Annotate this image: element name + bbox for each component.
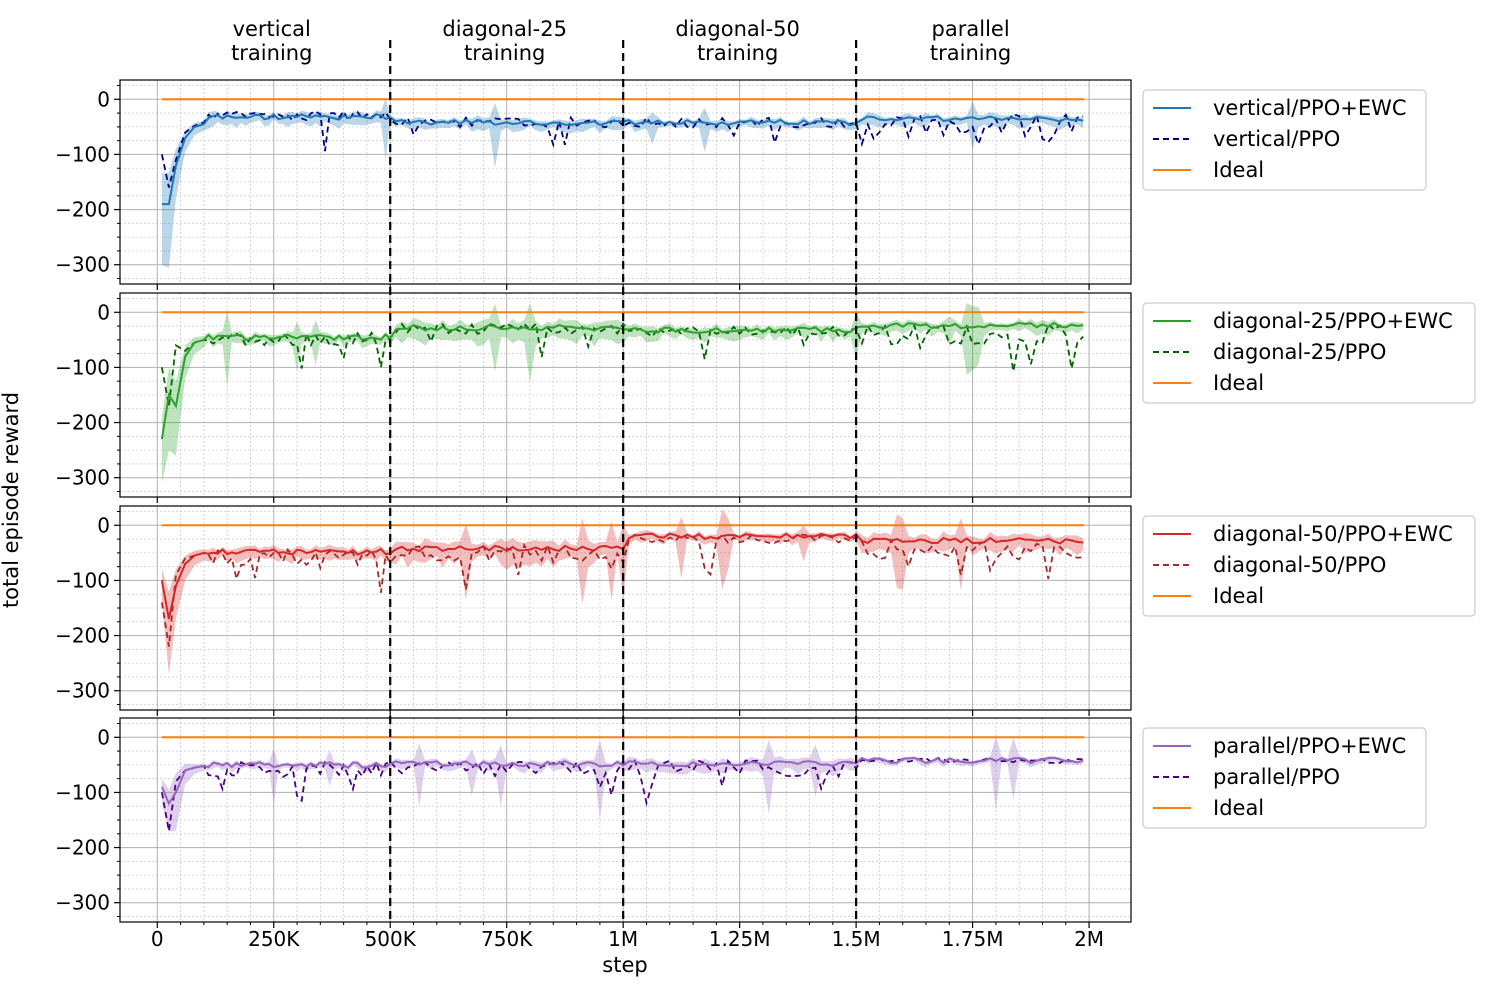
phase-label-line2: training	[930, 41, 1011, 65]
legend-label: diagonal-25/PPO+EWC	[1213, 309, 1453, 333]
y-tick-label: −200	[55, 624, 110, 648]
phase-labels: verticaltrainingdiagonal-25trainingdiago…	[231, 17, 1011, 65]
legend-parallel: parallel/PPO+EWC parallel/PPO Ideal	[1142, 727, 1427, 829]
y-tick-label: −200	[55, 198, 110, 222]
series-ppo-line	[161, 109, 1084, 188]
panel-diagonal-50: 0 −100 −200 −300	[55, 505, 1132, 716]
legend-box	[1142, 302, 1476, 404]
phase-boundaries	[389, 40, 858, 922]
legend-label: Ideal	[1213, 158, 1264, 182]
legend-label: parallel/PPO	[1213, 765, 1340, 789]
legend-diagonal-25: diagonal-25/PPO+EWC diagonal-25/PPO Ideal	[1142, 302, 1476, 404]
x-tick-label: 1M	[608, 927, 638, 951]
legend-label: Ideal	[1213, 584, 1264, 608]
y-axis: 0 −100 −200 −300	[55, 298, 120, 492]
phase-label-line2: training	[464, 41, 545, 65]
panels: 0−100−200−3000−100−200−3000−100−200−3000…	[55, 79, 1132, 928]
legend-box	[1142, 515, 1476, 617]
phase-label-line1: diagonal-25	[442, 17, 567, 41]
x-tick-label: 250K	[248, 927, 300, 951]
legend-label: Ideal	[1213, 796, 1264, 820]
plot-area	[160, 736, 1085, 832]
x-axis-title: step	[602, 953, 647, 977]
legend-label: diagonal-50/PPO	[1213, 553, 1386, 577]
minor-grid	[120, 506, 1131, 710]
y-tick-label: 0	[97, 513, 110, 537]
y-tick-label: −300	[55, 466, 110, 490]
legend-label: vertical/PPO	[1213, 127, 1340, 151]
panel-parallel: 0 −100 −200 −300	[55, 717, 1132, 928]
legend-box	[1142, 727, 1427, 829]
y-tick-label: −100	[55, 355, 110, 379]
legend-vertical: vertical/PPO+EWC vertical/PPO Ideal	[1142, 89, 1427, 191]
legend-box	[1142, 89, 1427, 191]
series-ewc-band	[161, 736, 1084, 831]
phase-label-line1: diagonal-50	[675, 17, 800, 41]
phase-label-line2: training	[231, 41, 312, 65]
y-tick-label: −100	[55, 142, 110, 166]
legend-diagonal-50: diagonal-50/PPO+EWC diagonal-50/PPO Ideal	[1142, 515, 1476, 617]
minor-grid	[120, 80, 1131, 284]
y-axis-title: total episode reward	[0, 392, 23, 608]
series-ewc-line	[160, 756, 1084, 806]
series-ppo-line	[161, 756, 1084, 832]
series-ewc-line	[160, 532, 1084, 620]
y-tick-label: −200	[55, 836, 110, 860]
x-tick-label: 1.25M	[709, 927, 771, 951]
legend-label: parallel/PPO+EWC	[1213, 734, 1406, 758]
series-ewc-line	[160, 321, 1084, 440]
legends: vertical/PPO+EWCvertical/PPOIdealdiagona…	[1142, 89, 1476, 829]
y-tick-label: −300	[55, 891, 110, 915]
y-tick-label: 0	[97, 725, 110, 749]
x-tick-label: 1.75M	[942, 927, 1004, 951]
y-axis: 0 −100 −200 −300	[55, 723, 120, 917]
y-tick-label: −200	[55, 411, 110, 435]
y-tick-label: 0	[97, 300, 110, 324]
legend-label: diagonal-50/PPO+EWC	[1213, 522, 1453, 546]
series-ewc-line	[161, 113, 1084, 206]
legend-label: vertical/PPO+EWC	[1213, 96, 1407, 120]
series-ppo-line	[161, 533, 1084, 647]
phase-label-line1: parallel	[932, 17, 1010, 41]
minor-grid	[120, 718, 1131, 922]
phase-label-line1: vertical	[233, 17, 311, 41]
y-tick-label: 0	[97, 87, 110, 111]
panel-vertical: 0 −100 −200 −300	[55, 79, 1132, 290]
x-tick-label: 2M	[1074, 927, 1104, 951]
y-axis: 0 −100 −200 −300	[55, 85, 120, 279]
y-tick-label: −300	[55, 253, 110, 277]
x-tick-label: 500K	[365, 927, 417, 951]
series-ppo-line	[161, 321, 1084, 407]
x-tick-label: 0	[151, 927, 164, 951]
legend-label: Ideal	[1213, 371, 1264, 395]
x-tick-label: 1.5M	[832, 927, 881, 951]
panel-diagonal-25: 0 −100 −200 −300	[55, 292, 1132, 503]
legend-label: diagonal-25/PPO	[1213, 340, 1386, 364]
y-tick-label: −300	[55, 679, 110, 703]
y-axis: 0 −100 −200 −300	[55, 511, 120, 705]
y-tick-label: −100	[55, 568, 110, 592]
phase-label-line2: training	[697, 41, 778, 65]
x-tick-label: 750K	[481, 927, 533, 951]
y-tick-label: −100	[55, 780, 110, 804]
x-axis: 0 250K 500K 750K 1M 1.25M 1.5M 1.75M 2M	[151, 922, 1104, 951]
